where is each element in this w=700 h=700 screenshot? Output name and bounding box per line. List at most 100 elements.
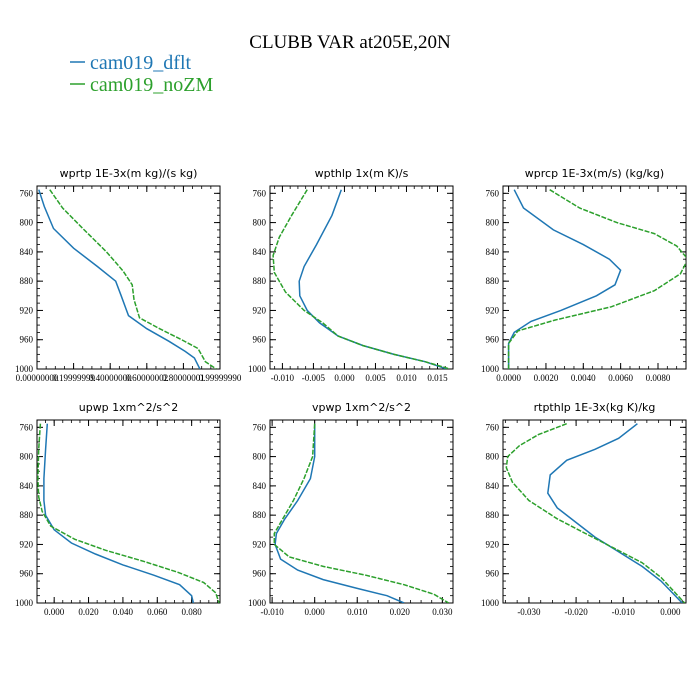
y-tick-label: 960 bbox=[486, 335, 500, 345]
series-line-nozm bbox=[273, 423, 450, 603]
y-tick-label: 960 bbox=[253, 335, 267, 345]
y-tick-label: 800 bbox=[486, 452, 500, 462]
x-tick-label: -0.010 bbox=[261, 607, 285, 617]
x-tick-label: 0.040 bbox=[113, 607, 134, 617]
x-tick-label: 0.0000 bbox=[496, 373, 521, 383]
x-tick-label: 0.000 bbox=[44, 607, 65, 617]
y-tick-label: 760 bbox=[20, 188, 34, 198]
panel-frame bbox=[269, 185, 454, 370]
y-tick-label: 760 bbox=[20, 422, 34, 432]
panel-3: wprcp 1E-3x(m/s) (kg/kg) 760 800 840 880 920 9… bbox=[481, 167, 687, 383]
legend-label-dflt: cam019_dflt bbox=[90, 52, 192, 74]
y-tick-label: 1000 bbox=[248, 364, 267, 374]
y-tick-label: 880 bbox=[253, 276, 267, 286]
figure-title: CLUBB VAR at205E,20N bbox=[249, 32, 451, 53]
legend-label-nozm: cam019_noZM bbox=[90, 74, 214, 96]
x-tick-label: 0.000 bbox=[305, 607, 326, 617]
x-tick-label: 0.0060 bbox=[608, 373, 633, 383]
y-tick-label: 960 bbox=[20, 335, 34, 345]
series-line-nozm bbox=[505, 423, 686, 603]
y-tick-label: 880 bbox=[20, 510, 34, 520]
panel-title: vpwp 1xm^2/s^2 bbox=[312, 401, 411, 414]
x-tick-label: 0.0080 bbox=[646, 373, 671, 383]
series-line-nozm bbox=[272, 189, 451, 369]
y-tick-label: 840 bbox=[486, 481, 500, 491]
y-tick-label: 880 bbox=[486, 276, 500, 286]
y-tick-label: 880 bbox=[20, 276, 34, 286]
series-line-dflt bbox=[507, 189, 622, 369]
x-tick-label: 0.000 bbox=[334, 373, 355, 383]
x-tick-label: 0.60000002 bbox=[125, 373, 168, 383]
x-tick-label: 0.00000000 bbox=[16, 373, 59, 383]
y-tick-label: 760 bbox=[486, 422, 500, 432]
panel-frame bbox=[502, 185, 687, 370]
x-tick-label: 0.060 bbox=[147, 607, 168, 617]
panel-title: upwp 1xm^2/s^2 bbox=[79, 401, 179, 414]
x-tick-label: 0.080 bbox=[182, 607, 203, 617]
panel-1: wprtp 1E-3x(m kg)/(s kg) 760 800 840 880 920 9… bbox=[15, 167, 242, 383]
panel-5: vpwp 1xm^2/s^2 760 800 840 880 920 960 1000-0.0… bbox=[248, 401, 454, 617]
y-tick-label: 840 bbox=[486, 247, 500, 257]
y-tick-label: 960 bbox=[20, 569, 34, 579]
series-line-nozm bbox=[49, 189, 217, 369]
figure-legend: cam019_dflt cam019_noZM bbox=[70, 52, 214, 96]
y-tick-label: 840 bbox=[253, 247, 267, 257]
x-tick-label: 0.80000001 bbox=[162, 373, 205, 383]
y-tick-label: 800 bbox=[486, 218, 500, 228]
y-tick-label: 760 bbox=[253, 422, 267, 432]
x-tick-label: 0.015 bbox=[427, 373, 448, 383]
y-tick-label: 840 bbox=[20, 247, 34, 257]
y-tick-label: 1000 bbox=[481, 598, 500, 608]
series-line-dflt bbox=[274, 423, 405, 603]
y-tick-label: 840 bbox=[20, 481, 34, 491]
y-tick-label: 920 bbox=[253, 305, 267, 315]
y-tick-label: 1000 bbox=[15, 364, 34, 374]
y-tick-label: 920 bbox=[486, 539, 500, 549]
y-tick-label: 960 bbox=[486, 569, 500, 579]
x-tick-label: 0.99999990 bbox=[199, 373, 242, 383]
panel-title: wprtp 1E-3x(m kg)/(s kg) bbox=[60, 167, 198, 180]
x-tick-label: 0.0020 bbox=[534, 373, 559, 383]
panel-frame bbox=[36, 185, 221, 370]
x-tick-label: 0.000 bbox=[660, 607, 681, 617]
series-line-dflt bbox=[298, 189, 448, 369]
panel-title: wprcp 1E-3x(m/s) (kg/kg) bbox=[525, 167, 664, 180]
x-tick-label: 0.020 bbox=[78, 607, 99, 617]
series-line-dflt bbox=[38, 189, 201, 369]
y-tick-label: 1000 bbox=[481, 364, 500, 374]
chart-panels: wprtp 1E-3x(m kg)/(s kg) 760 800 840 880 920 9… bbox=[15, 167, 687, 617]
x-tick-label: 0.030 bbox=[432, 607, 453, 617]
panel-frame bbox=[36, 419, 221, 604]
y-tick-label: 760 bbox=[486, 188, 500, 198]
series-line-nozm bbox=[37, 423, 220, 603]
series-line-nozm bbox=[507, 189, 686, 369]
panel-title: wpthlp 1x(m K)/s bbox=[315, 167, 409, 180]
x-tick-label: -0.010 bbox=[271, 373, 295, 383]
panel-frame bbox=[269, 419, 454, 604]
y-tick-label: 1000 bbox=[15, 598, 34, 608]
y-tick-label: 1000 bbox=[248, 598, 267, 608]
x-tick-label: -0.030 bbox=[517, 607, 541, 617]
y-tick-label: 960 bbox=[253, 569, 267, 579]
x-tick-label: -0.005 bbox=[302, 373, 326, 383]
y-tick-label: 920 bbox=[253, 539, 267, 549]
x-tick-label: 0.19999999 bbox=[52, 373, 95, 383]
y-tick-label: 880 bbox=[486, 510, 500, 520]
panel-2: wpthlp 1x(m K)/s 760 800 840 880 920 960 1000 -0… bbox=[248, 167, 454, 383]
x-tick-label: 0.010 bbox=[347, 607, 368, 617]
panel-frame bbox=[502, 419, 687, 604]
y-tick-label: 800 bbox=[20, 452, 34, 462]
x-tick-label: 0.010 bbox=[396, 373, 417, 383]
x-tick-label: -0.020 bbox=[564, 607, 588, 617]
series-line-dflt bbox=[43, 423, 195, 603]
panel-4: upwp 1xm^2/s^2 760 800 840 880 920 960 1000 0.00… bbox=[15, 401, 221, 617]
y-tick-label: 800 bbox=[253, 218, 267, 228]
x-tick-label: -0.010 bbox=[612, 607, 636, 617]
x-tick-label: 0.020 bbox=[390, 607, 411, 617]
y-tick-label: 920 bbox=[20, 305, 34, 315]
y-tick-label: 840 bbox=[253, 481, 267, 491]
y-tick-label: 800 bbox=[20, 218, 34, 228]
panel-title: rtpthlp 1E-3x(kg K)/kg bbox=[534, 401, 656, 414]
x-tick-label: 0.0040 bbox=[571, 373, 596, 383]
